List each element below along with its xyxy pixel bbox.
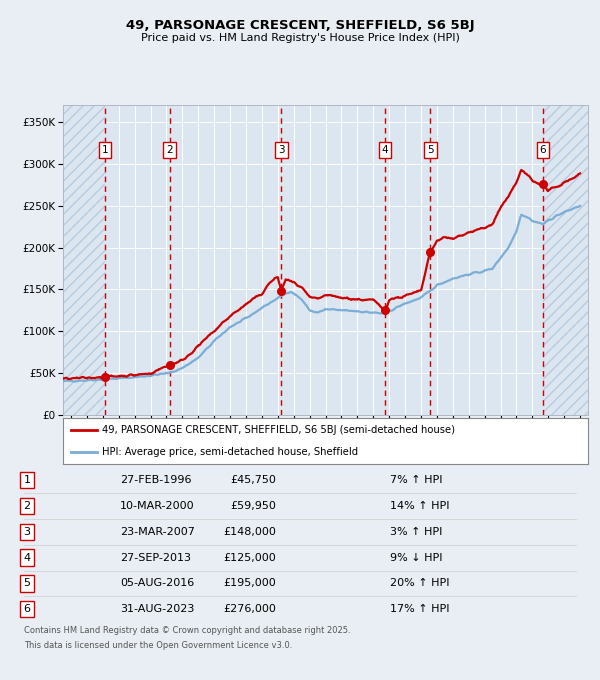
Text: 4: 4 (382, 146, 388, 155)
Text: 05-AUG-2016: 05-AUG-2016 (120, 579, 194, 588)
Text: £125,000: £125,000 (223, 553, 276, 562)
Text: HPI: Average price, semi-detached house, Sheffield: HPI: Average price, semi-detached house,… (103, 447, 359, 457)
Text: 20% ↑ HPI: 20% ↑ HPI (390, 579, 449, 588)
Text: £276,000: £276,000 (223, 605, 276, 614)
Text: 23-MAR-2007: 23-MAR-2007 (120, 527, 195, 537)
Bar (63, 105, 105, 415)
Text: 14% ↑ HPI: 14% ↑ HPI (390, 501, 449, 511)
Text: 5: 5 (427, 146, 434, 155)
Text: Price paid vs. HM Land Registry's House Price Index (HPI): Price paid vs. HM Land Registry's House … (140, 33, 460, 43)
Text: 1: 1 (23, 475, 31, 485)
Text: 2: 2 (166, 146, 173, 155)
Text: 49, PARSONAGE CRESCENT, SHEFFIELD, S6 5BJ: 49, PARSONAGE CRESCENT, SHEFFIELD, S6 5B… (125, 19, 475, 32)
Text: £45,750: £45,750 (230, 475, 276, 485)
Text: 2: 2 (23, 501, 31, 511)
Bar (543, 105, 588, 415)
Text: 1: 1 (102, 146, 109, 155)
Text: This data is licensed under the Open Government Licence v3.0.: This data is licensed under the Open Gov… (24, 641, 292, 649)
Bar (63, 105, 105, 415)
Text: 3: 3 (278, 146, 284, 155)
Text: £59,950: £59,950 (230, 501, 276, 511)
Text: 6: 6 (23, 605, 31, 614)
Text: 6: 6 (539, 146, 546, 155)
Text: £148,000: £148,000 (223, 527, 276, 537)
Text: 49, PARSONAGE CRESCENT, SHEFFIELD, S6 5BJ (semi-detached house): 49, PARSONAGE CRESCENT, SHEFFIELD, S6 5B… (103, 424, 455, 435)
Text: 4: 4 (23, 553, 31, 562)
Text: 9% ↓ HPI: 9% ↓ HPI (390, 553, 443, 562)
Text: 7% ↑ HPI: 7% ↑ HPI (390, 475, 443, 485)
Text: 31-AUG-2023: 31-AUG-2023 (120, 605, 194, 614)
Text: Contains HM Land Registry data © Crown copyright and database right 2025.: Contains HM Land Registry data © Crown c… (24, 626, 350, 634)
Text: 10-MAR-2000: 10-MAR-2000 (120, 501, 194, 511)
Text: £195,000: £195,000 (223, 579, 276, 588)
Text: 17% ↑ HPI: 17% ↑ HPI (390, 605, 449, 614)
Text: 5: 5 (23, 579, 31, 588)
Text: 27-FEB-1996: 27-FEB-1996 (120, 475, 191, 485)
Text: 27-SEP-2013: 27-SEP-2013 (120, 553, 191, 562)
Text: 3% ↑ HPI: 3% ↑ HPI (390, 527, 442, 537)
Text: 3: 3 (23, 527, 31, 537)
Bar (543, 105, 588, 415)
